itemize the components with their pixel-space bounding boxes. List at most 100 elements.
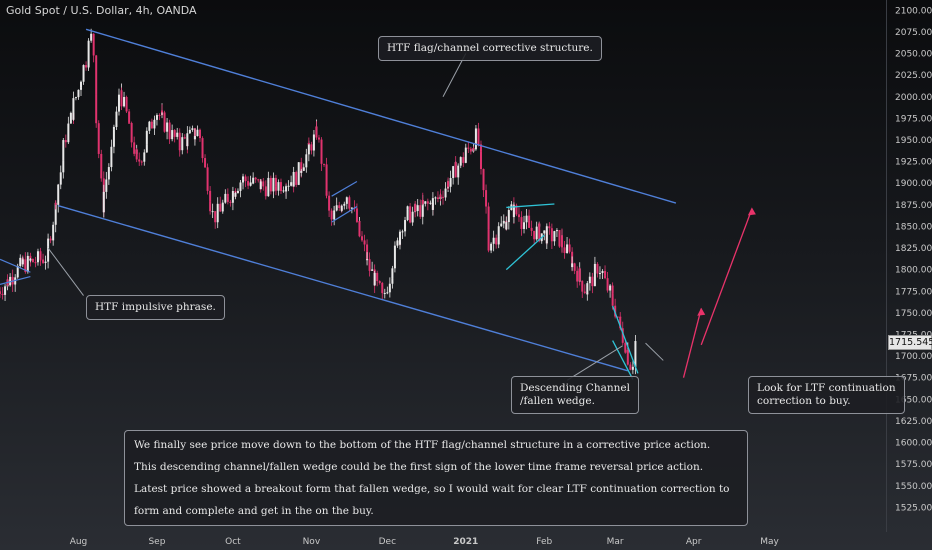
candle-body (479, 144, 482, 152)
wedge-note-line-1: Descending Channel (520, 382, 630, 394)
x-tick-label: Dec (379, 537, 396, 547)
candle-body (1, 293, 4, 295)
candle-body (598, 273, 601, 275)
candle-body (161, 110, 164, 113)
wedge-note-line-2: /fallen wedge. (520, 395, 595, 407)
candle-body (54, 202, 57, 225)
candle-body (368, 259, 371, 271)
candle-body (178, 132, 181, 148)
price-axis-border (886, 0, 887, 532)
candle-body (54, 202, 57, 205)
candle-body (419, 205, 422, 217)
candle-body (168, 133, 171, 140)
candle-body (464, 156, 467, 163)
candle-body (497, 226, 500, 237)
summary-line-3: Latest price showed a breakout form that… (134, 483, 730, 517)
candle-body (123, 96, 126, 107)
projection-leg-1 (682, 308, 702, 378)
candle-body (214, 211, 217, 223)
candle-body (112, 129, 115, 147)
candle-body (454, 162, 457, 178)
candle-body (148, 121, 151, 131)
candle-body (593, 265, 596, 287)
y-tick-label: 2000.000 (895, 93, 932, 103)
candle-body (140, 161, 143, 163)
candle-body (358, 221, 361, 237)
candle-body (69, 112, 72, 124)
candle-body (333, 212, 336, 220)
candle-body (166, 122, 169, 132)
candle-body (97, 123, 100, 154)
candle-body (421, 199, 424, 217)
current-price-label: 1715.545 (888, 335, 932, 350)
candle-body (62, 140, 65, 161)
candle-body (616, 316, 619, 318)
feb-wedge-lower (505, 234, 545, 271)
candle-body (307, 142, 310, 155)
candle-body (267, 177, 270, 184)
candle-body (226, 196, 229, 202)
y-tick-label: 1800.000 (895, 266, 932, 276)
candle-body (236, 190, 239, 193)
candle-body (209, 201, 212, 212)
candle-body (548, 226, 551, 229)
candle-body (404, 220, 407, 232)
candle-body (155, 115, 158, 120)
y-tick-label: 1650.000 (895, 395, 932, 405)
candle-body (249, 182, 252, 186)
candle-body (216, 203, 219, 223)
candle-body (186, 133, 189, 147)
candle-body (14, 277, 17, 281)
candle-body (295, 172, 298, 185)
candle-body (257, 179, 260, 181)
y-tick-label: 1625.000 (895, 417, 932, 427)
candle-body (312, 134, 315, 151)
candle-body (523, 222, 526, 229)
y-tick-label: 1900.000 (895, 179, 932, 189)
candle-body (492, 237, 495, 244)
candle-body (328, 195, 331, 211)
candle-body (325, 190, 328, 196)
candle-body (416, 205, 419, 212)
candle-body (24, 259, 27, 272)
nov-flag-lower (331, 206, 358, 223)
candle-body (545, 226, 548, 244)
candle-body (621, 328, 624, 343)
candle-body (520, 224, 523, 229)
candle-body (373, 272, 376, 286)
candle-body (376, 272, 379, 282)
candle-body (355, 208, 358, 222)
candle-body (21, 259, 24, 265)
y-tick-label: 2050.000 (895, 50, 932, 60)
candle-body (244, 176, 247, 182)
candle-body (280, 182, 282, 191)
y-tick-label: 1575.000 (895, 460, 932, 470)
candle-body (449, 178, 452, 187)
candle-body (188, 129, 191, 134)
candle-body (477, 128, 480, 145)
candle-body (277, 182, 280, 191)
candle-body (80, 87, 83, 90)
candle-body (553, 238, 556, 242)
y-tick-label: 1675.000 (895, 374, 932, 384)
candle-body (125, 96, 128, 112)
candle-body (67, 123, 70, 143)
candle-body (381, 289, 384, 294)
candle-body (515, 205, 518, 215)
candle-body (444, 188, 447, 198)
candle-body (386, 292, 389, 294)
y-tick-label: 1825.000 (895, 244, 932, 254)
candle-body (201, 152, 204, 159)
candle-body (543, 230, 546, 234)
candle-body (366, 244, 369, 260)
candle-body (150, 121, 153, 129)
y-tick-label: 1600.000 (895, 439, 932, 449)
y-tick-label: 2075.000 (895, 28, 932, 38)
candle-body (535, 226, 538, 240)
x-tick-label: Aug (70, 537, 88, 547)
candle-body (323, 163, 326, 165)
candle-body (181, 137, 184, 151)
candle-body (234, 192, 237, 197)
